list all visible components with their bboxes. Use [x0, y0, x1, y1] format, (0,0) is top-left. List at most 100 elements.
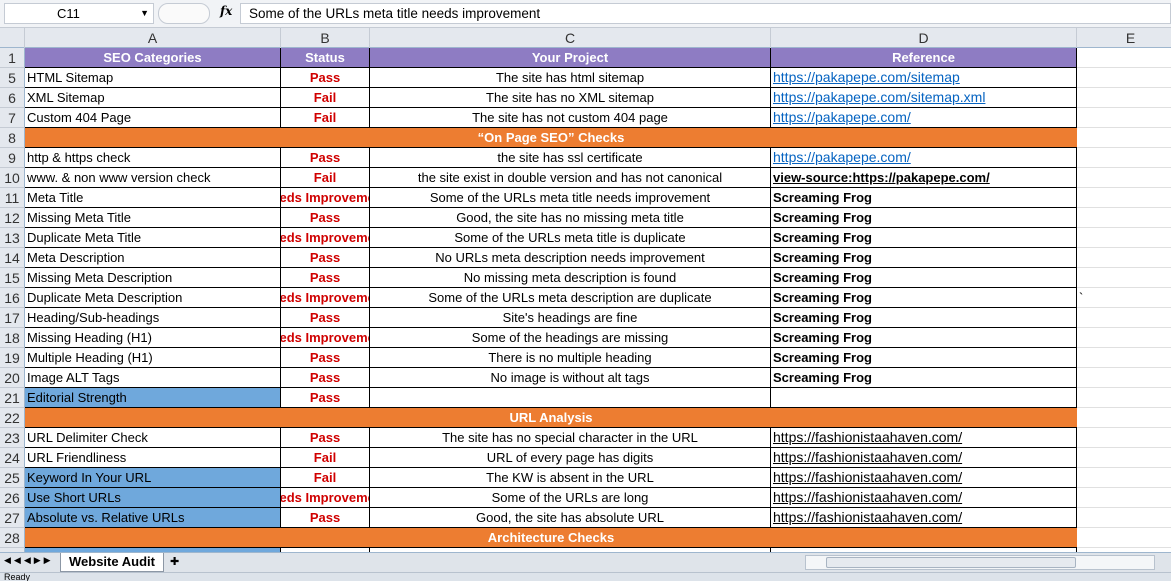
cell[interactable] [1077, 448, 1171, 468]
cell-status[interactable]: Pass [281, 428, 370, 448]
cell[interactable] [1077, 528, 1171, 548]
reference-link[interactable]: https://pakapepe.com/sitemap [773, 69, 960, 85]
cell-category[interactable]: Missing Heading (H1) [25, 328, 281, 348]
cell[interactable] [1077, 368, 1171, 388]
cell-reference[interactable]: https://fashionistaahaven.com/ [771, 488, 1077, 508]
cell-reference[interactable]: https://fashionistaahaven.com/ [771, 468, 1077, 488]
reference-link[interactable]: https://fashionistaahaven.com/ [773, 449, 963, 465]
cell[interactable] [1077, 488, 1171, 508]
cell[interactable] [1077, 208, 1171, 228]
cell-your-project[interactable]: There is no multiple heading [370, 348, 771, 368]
cell-your-project[interactable]: URL of every page has digits [370, 448, 771, 468]
row-header[interactable]: 17 [0, 308, 25, 328]
cell[interactable] [1077, 328, 1171, 348]
select-all-button[interactable] [0, 28, 25, 48]
cell-your-project[interactable]: Some of the headings are missing [370, 328, 771, 348]
column-header-e[interactable]: E [1077, 28, 1171, 48]
column-header-d[interactable]: D [771, 28, 1077, 48]
cell-your-project[interactable]: The site has no XML sitemap [370, 88, 771, 108]
reference-link[interactable]: https://fashionistaahaven.com/ [773, 509, 963, 525]
cell-category[interactable]: Duplicate Meta Description [25, 288, 281, 308]
cell-category[interactable]: URL Friendliness [25, 448, 281, 468]
cell-category[interactable]: Absolute vs. Relative URLs [25, 508, 281, 528]
cell-reference[interactable] [771, 388, 1077, 408]
row-header[interactable]: 8 [0, 128, 25, 148]
cell[interactable] [1077, 248, 1171, 268]
horizontal-scrollbar[interactable] [805, 555, 1155, 570]
cell-status[interactable]: Pass [281, 208, 370, 228]
cell-your-project[interactable]: No image is without alt tags [370, 368, 771, 388]
cell-status[interactable]: Needs Improvement [281, 328, 370, 348]
cell-your-project[interactable]: No missing meta description is found [370, 268, 771, 288]
row-header[interactable]: 13 [0, 228, 25, 248]
cell-status[interactable]: Pass [281, 68, 370, 88]
cell-reference[interactable]: https://fashionistaahaven.com/ [771, 428, 1077, 448]
row-header[interactable]: 20 [0, 368, 25, 388]
row-header[interactable]: 9 [0, 148, 25, 168]
cell-category[interactable]: Keyword In Your URL [25, 468, 281, 488]
cell-your-project[interactable]: Good, the site has no missing meta title [370, 208, 771, 228]
reference-link[interactable]: view-source:https://pakapepe.com/ [773, 170, 990, 185]
cell-status[interactable]: Pass [281, 308, 370, 328]
row-header[interactable]: 25 [0, 468, 25, 488]
row-header[interactable]: 28 [0, 528, 25, 548]
cell[interactable] [1077, 168, 1171, 188]
cell[interactable] [1077, 268, 1171, 288]
cell-your-project[interactable]: Some of the URLs are long [370, 488, 771, 508]
section-header[interactable]: “On Page SEO” Checks [25, 128, 1077, 148]
cell[interactable] [1077, 228, 1171, 248]
cell-status[interactable]: Pass [281, 248, 370, 268]
cell-category[interactable]: Missing Meta Description [25, 268, 281, 288]
cell-category[interactable]: Duplicate Meta Title [25, 228, 281, 248]
cell-reference[interactable]: https://pakapepe.com/sitemap [771, 68, 1077, 88]
row-header[interactable]: 27 [0, 508, 25, 528]
cell-category[interactable] [25, 548, 281, 552]
sheet-tab-website-audit[interactable]: Website Audit [60, 553, 164, 572]
cell-category[interactable]: Multiple Heading (H1) [25, 348, 281, 368]
cell-reference[interactable]: Screaming Frog [771, 208, 1077, 228]
cell-reference[interactable]: Screaming Frog [771, 348, 1077, 368]
cell-reference[interactable]: https://fashionistaahaven.com/ [771, 448, 1077, 468]
cell-status[interactable]: Pass [281, 508, 370, 528]
insert-sheet-icon[interactable]: ✚ [170, 556, 180, 568]
cell-reference[interactable]: https://fashionistaahaven.com/ [771, 508, 1077, 528]
row-header[interactable]: 12 [0, 208, 25, 228]
row-header[interactable]: 10 [0, 168, 25, 188]
cell-your-project[interactable]: Some of the URLs meta description are du… [370, 288, 771, 308]
row-header[interactable]: 5 [0, 68, 25, 88]
cell[interactable] [1077, 428, 1171, 448]
section-header[interactable]: URL Analysis [25, 408, 1077, 428]
cell-your-project[interactable]: No URLs meta description needs improveme… [370, 248, 771, 268]
cell[interactable] [1077, 468, 1171, 488]
cell-reference[interactable]: Screaming Frog [771, 288, 1077, 308]
cell-status[interactable]: Pass [281, 388, 370, 408]
cell-status[interactable]: Fail [281, 108, 370, 128]
cell-status[interactable] [281, 548, 370, 552]
cell-status[interactable]: Pass [281, 348, 370, 368]
row-header[interactable]: 16 [0, 288, 25, 308]
cell-header-reference[interactable]: Reference [771, 48, 1077, 68]
cell-category[interactable]: HTML Sitemap [25, 68, 281, 88]
scrollbar-thumb[interactable] [826, 557, 1076, 568]
cell[interactable] [1077, 188, 1171, 208]
cell-reference[interactable]: https://pakapepe.com/ [771, 148, 1077, 168]
cell-header-your-project[interactable]: Your Project [370, 48, 771, 68]
cell-reference[interactable]: Screaming Frog [771, 368, 1077, 388]
cell-reference[interactable]: Screaming Frog [771, 248, 1077, 268]
cell-status[interactable]: Needs Improvement [281, 488, 370, 508]
cell-category[interactable]: URL Delimiter Check [25, 428, 281, 448]
cell-category[interactable]: http & https check [25, 148, 281, 168]
reference-link[interactable]: https://fashionistaahaven.com/ [773, 429, 963, 445]
cell-category[interactable]: Missing Meta Title [25, 208, 281, 228]
cell[interactable] [1077, 408, 1171, 428]
cell-reference[interactable]: Screaming Frog [771, 308, 1077, 328]
insert-function-icon[interactable]: fx [220, 4, 233, 18]
row-header[interactable]: 26 [0, 488, 25, 508]
cell-category[interactable]: Editorial Strength [25, 388, 281, 408]
reference-link[interactable]: https://pakapepe.com/ [773, 109, 911, 125]
row-header[interactable]: 15 [0, 268, 25, 288]
cell-status[interactable]: Fail [281, 88, 370, 108]
cell-your-project[interactable]: The KW is absent in the URL [370, 468, 771, 488]
reference-link[interactable]: https://fashionistaahaven.com/ [773, 469, 963, 485]
cell-status[interactable]: Needs Improvement [281, 288, 370, 308]
